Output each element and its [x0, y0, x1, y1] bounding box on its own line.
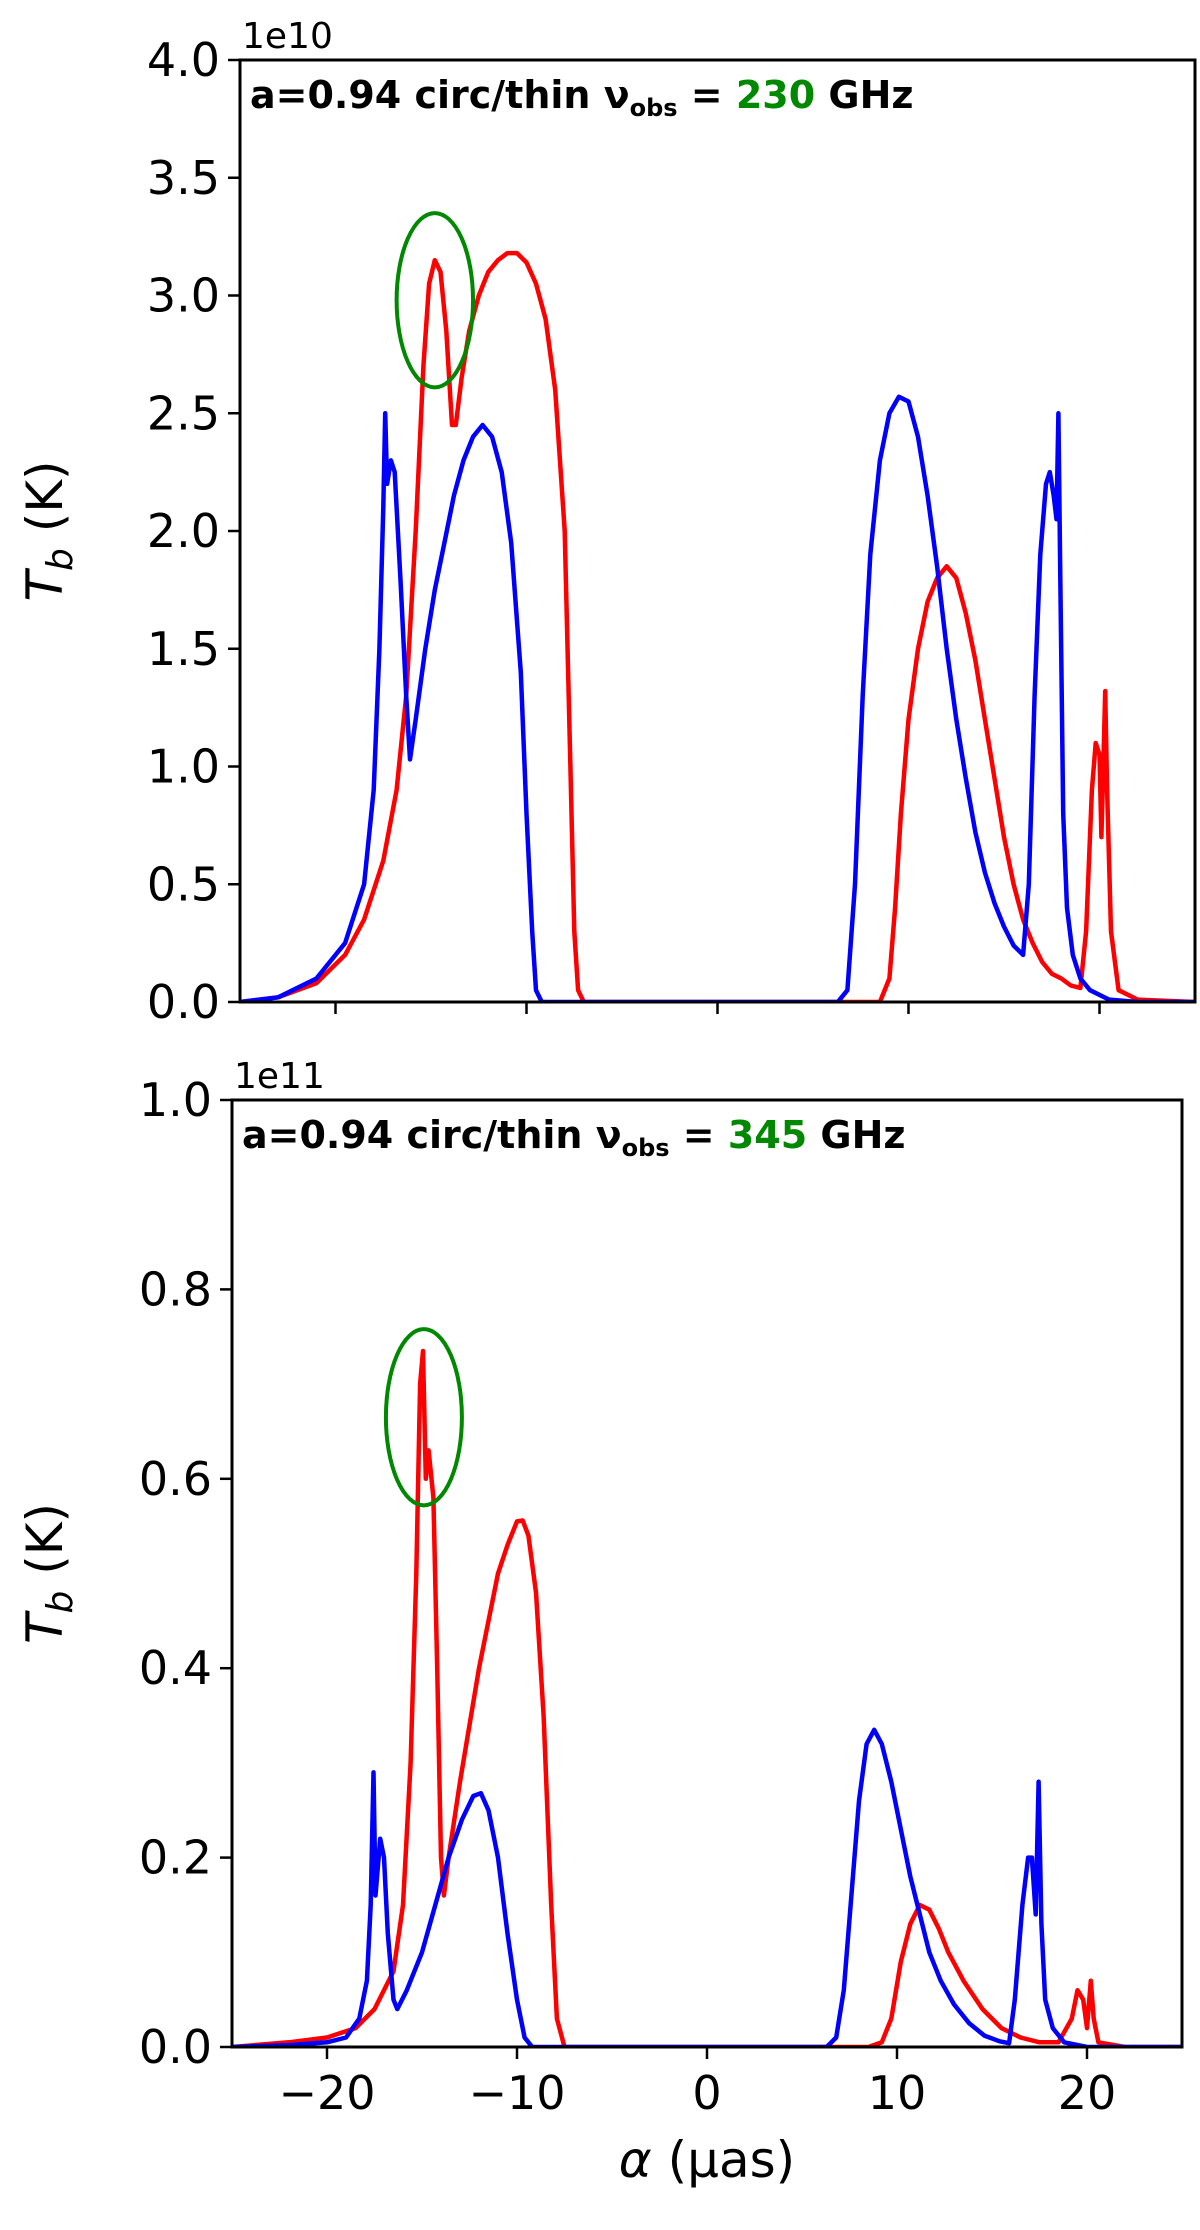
top-ytick-label: 3.5 — [147, 151, 220, 205]
top-highlight-circle — [394, 211, 476, 390]
bottom-x-axis-label: α (μas) — [619, 2131, 795, 2189]
bottom-xtick-label: 20 — [1058, 2066, 1117, 2120]
top-anno-nu: ν — [604, 73, 630, 117]
bottom-series-line-blue — [232, 1727, 1182, 2047]
top-ytick-label: 3.0 — [147, 269, 220, 323]
bottom-xtick-label: −10 — [468, 2066, 565, 2120]
bottom-anno-sub: obs — [622, 1134, 670, 1162]
top-anno-unit: GHz — [815, 73, 913, 117]
bottom-xtick-label: 10 — [868, 2066, 927, 2120]
top-panel-230ghz: 0.00.51.01.52.02.53.03.54.0 1e10 Tb (K) … — [16, 16, 1197, 1029]
bottom-xtick-label: 0 — [692, 2066, 721, 2120]
bottom-series-line-red — [232, 1348, 1182, 2047]
top-ytick-label: 2.0 — [147, 504, 220, 558]
bottom-ytick-label: 0.2 — [139, 1831, 212, 1885]
bottom-xtick-label: −20 — [278, 2066, 375, 2120]
bottom-y-label-main: T — [16, 1610, 74, 1644]
bottom-ytick-label: 0.8 — [139, 1262, 212, 1316]
bottom-plot-area — [232, 1327, 1182, 2047]
bottom-y-offset-label: 1e11 — [234, 1056, 325, 1097]
bottom-anno-prefix: a=0.94 circ/thin — [242, 1113, 596, 1157]
top-ytick-label: 0.0 — [147, 975, 220, 1029]
bottom-anno-unit: GHz — [807, 1113, 905, 1157]
bottom-anno-nu: ν — [596, 1113, 622, 1157]
top-y-offset-label: 1e10 — [242, 16, 333, 57]
bottom-panel-345ghz: 0.0 0.2 0.4 0.6 0.8 1.0 −20 −10 0 10 20 1e11 Tb (K… — [16, 1056, 1184, 2189]
top-plot-area — [240, 211, 1195, 1002]
bottom-y-axis-label: Tb (K) — [16, 1503, 81, 1644]
bottom-annotation: a=0.94 circ/thin νobs = 345 GHz — [242, 1113, 906, 1162]
top-y-label-sub: b — [40, 548, 81, 571]
top-anno-freq: 230 — [736, 73, 815, 117]
bottom-ytick-label: 0.0 — [139, 2020, 212, 2074]
bottom-anno-freq: 345 — [728, 1113, 807, 1157]
top-anno-eq: = — [678, 73, 736, 117]
bottom-highlight-circle — [383, 1327, 464, 1508]
bottom-x-label-main: α — [619, 2131, 652, 2189]
bottom-y-label-unit: (K) — [16, 1503, 74, 1591]
top-annotation: a=0.94 circ/thin νobs = 230 GHz — [250, 73, 914, 122]
bottom-ticks: 0.0 0.2 0.4 0.6 0.8 1.0 −20 −10 0 10 20 — [139, 1073, 1116, 2120]
top-ytick-label: 1.0 — [147, 740, 220, 794]
top-y-label-main: T — [16, 568, 74, 602]
top-ytick-label: 1.5 — [147, 622, 220, 676]
bottom-y-label-sub: b — [40, 1591, 81, 1614]
bottom-ytick-label: 0.4 — [139, 1641, 212, 1695]
top-ticks: 0.0 0.5 1.0 1.5 2.0 2.5 3.0 3.5 4.0 — [147, 33, 1101, 1029]
top-ytick-label: 2.5 — [147, 386, 220, 440]
top-ytick-label: 4.0 — [147, 33, 220, 87]
top-anno-prefix: a=0.94 circ/thin — [250, 73, 604, 117]
top-anno-sub: obs — [630, 94, 678, 122]
top-ytick-label: 0.5 — [147, 857, 220, 911]
top-series-line-red — [240, 250, 1195, 1002]
bottom-anno-eq: = — [670, 1113, 728, 1157]
bottom-ytick-label: 1.0 — [139, 1073, 212, 1127]
top-y-axis-label: Tb (K) — [16, 460, 81, 601]
top-y-label-unit: (K) — [16, 460, 74, 548]
top-series-line-blue — [240, 394, 1195, 1002]
bottom-ytick-label: 0.6 — [139, 1452, 212, 1506]
bottom-x-label-unit: (μas) — [652, 2131, 795, 2189]
